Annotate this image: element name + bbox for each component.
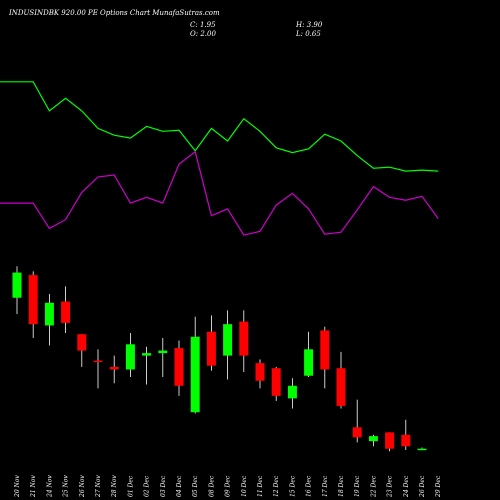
candle-body	[44, 302, 54, 326]
overlay-line-2	[0, 150, 439, 236]
candle	[304, 331, 314, 377]
candle	[223, 310, 233, 380]
candle-body	[401, 434, 411, 447]
candle-body	[28, 275, 38, 325]
x-tick-label: 27 Nov	[95, 475, 102, 498]
candle	[255, 359, 265, 389]
candle-body	[385, 432, 395, 449]
x-tick-label: 16 Dec	[306, 475, 313, 497]
candle	[368, 434, 378, 447]
x-tick-label: 21 Nov	[30, 475, 37, 498]
candle	[93, 349, 103, 389]
candle	[28, 271, 38, 338]
candle	[352, 399, 362, 443]
x-tick-label: 17 Dec	[322, 475, 329, 497]
high-value: H: 3.90	[296, 21, 323, 29]
candle-body	[368, 436, 378, 442]
x-tick-label: 24 Dec	[403, 475, 410, 498]
candle-body	[223, 324, 233, 356]
x-tick-label: 01 Dec	[127, 475, 134, 497]
candle	[190, 316, 200, 414]
x-tick-label: 11 Dec	[257, 475, 264, 497]
x-tick-label: 03 Dec	[160, 475, 167, 497]
candle	[401, 419, 411, 450]
candle-body	[352, 427, 362, 438]
candle	[174, 340, 184, 396]
candle-body	[61, 301, 71, 323]
candle-body	[158, 350, 168, 354]
x-tick-label: 12 Dec	[273, 475, 280, 497]
close-value: C: 1.95	[190, 21, 216, 29]
x-tick-label: 08 Dec	[208, 475, 215, 497]
candle	[336, 351, 346, 409]
candle	[12, 266, 22, 315]
candle	[239, 310, 249, 372]
x-tick-label: 15 Dec	[289, 475, 296, 497]
x-axis-labels: 20 Nov 21 Nov 24 Nov 25 Nov 26 Nov 27 Nov 28 N…	[14, 475, 442, 498]
x-tick-label: 26 Dec	[419, 475, 426, 498]
overlay-line-1	[0, 81, 439, 172]
candle	[142, 346, 152, 385]
candle	[320, 326, 330, 389]
candle-body	[125, 344, 135, 370]
candle-body	[174, 348, 184, 386]
x-tick-label: 20 Nov	[14, 475, 21, 498]
candle-body	[304, 349, 314, 376]
candle	[206, 315, 216, 371]
overlay-lines	[0, 81, 439, 236]
candle	[417, 447, 427, 451]
x-tick-label: 25 Nov	[63, 475, 70, 498]
candle	[109, 355, 119, 384]
candle	[287, 378, 297, 409]
candle-body	[320, 330, 330, 370]
x-tick-label: 04 Dec	[176, 475, 183, 497]
candles	[12, 266, 427, 452]
x-tick-label: 23 Dec	[387, 475, 394, 498]
x-tick-label: 29 Dec	[435, 475, 442, 498]
candle-body	[287, 385, 297, 399]
candle-body	[12, 272, 22, 298]
chart-title: INDUSINDBK 920.00 PE Options Chart Munaf…	[9, 9, 220, 17]
candle-body	[190, 336, 200, 413]
candle-body	[336, 368, 346, 406]
candle-body	[417, 448, 427, 451]
candle-body	[109, 366, 119, 370]
candle-body	[77, 334, 87, 351]
candle	[44, 293, 54, 346]
x-tick-label: 28 Nov	[111, 475, 118, 498]
x-tick-label: 09 Dec	[225, 475, 232, 497]
candle	[271, 366, 281, 401]
candle-body	[255, 363, 265, 381]
candle	[125, 332, 135, 377]
candle-body	[142, 353, 152, 356]
x-tick-label: 18 Dec	[338, 475, 345, 497]
candle	[385, 432, 395, 452]
low-value: L: 0.65	[296, 30, 321, 38]
candle-body	[239, 321, 249, 356]
candle-body	[206, 331, 216, 366]
candle	[158, 338, 168, 377]
x-tick-label: 02 Dec	[144, 475, 151, 497]
x-tick-label: 19 Dec	[354, 475, 361, 497]
x-tick-label: 24 Nov	[46, 475, 53, 498]
candle-body	[271, 368, 281, 396]
candle-body	[93, 360, 103, 363]
x-tick-label: 05 Dec	[192, 475, 199, 497]
x-tick-label: 22 Dec	[370, 475, 377, 498]
open-value: O: 2.00	[190, 30, 216, 38]
candle	[61, 286, 71, 333]
candle	[77, 334, 87, 367]
x-tick-label: 10 Dec	[241, 475, 248, 497]
x-tick-label: 26 Nov	[79, 475, 86, 498]
